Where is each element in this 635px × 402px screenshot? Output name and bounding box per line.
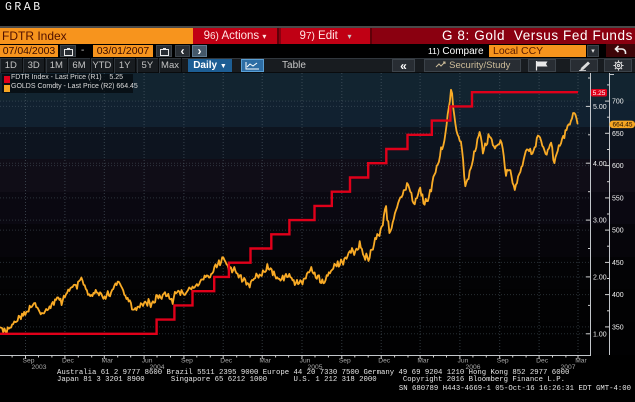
svg-text:650: 650 xyxy=(612,131,624,138)
svg-text:Sep: Sep xyxy=(339,358,351,365)
svg-text:2007: 2007 xyxy=(561,364,576,371)
svg-text:Jun: Jun xyxy=(458,358,469,365)
svg-text:450: 450 xyxy=(612,260,624,267)
svg-text:Dec: Dec xyxy=(378,358,391,365)
svg-text:Mar: Mar xyxy=(259,358,271,365)
svg-text:2.00: 2.00 xyxy=(593,274,607,281)
svg-text:Mar: Mar xyxy=(102,358,114,365)
svg-text:Dec: Dec xyxy=(536,358,549,365)
svg-text:Jun: Jun xyxy=(142,358,153,365)
svg-text:600: 600 xyxy=(612,163,624,170)
svg-text:3.00: 3.00 xyxy=(593,218,607,225)
svg-text:2005: 2005 xyxy=(308,364,323,371)
svg-text:Sep: Sep xyxy=(23,358,35,365)
svg-text:550: 550 xyxy=(612,195,624,202)
svg-text:350: 350 xyxy=(612,324,624,331)
svg-text:1.00: 1.00 xyxy=(593,331,607,338)
svg-text:2003: 2003 xyxy=(32,364,47,371)
svg-text:Jun: Jun xyxy=(300,358,311,365)
svg-text:Dec: Dec xyxy=(220,358,233,365)
svg-text:400: 400 xyxy=(612,292,624,299)
svg-text:Sep: Sep xyxy=(181,358,193,365)
svg-text:700: 700 xyxy=(612,99,624,106)
svg-text:4.00: 4.00 xyxy=(593,161,607,168)
svg-text:2006: 2006 xyxy=(466,364,481,371)
svg-text:Dec: Dec xyxy=(62,358,75,365)
svg-text:500: 500 xyxy=(612,228,624,235)
svg-text:Sep: Sep xyxy=(497,358,509,365)
svg-text:5.25: 5.25 xyxy=(593,90,606,97)
svg-text:Mar: Mar xyxy=(417,358,429,365)
svg-text:2004: 2004 xyxy=(150,364,165,371)
svg-text:5.00: 5.00 xyxy=(593,104,607,111)
svg-text:Mar: Mar xyxy=(575,358,587,365)
svg-text:664.45: 664.45 xyxy=(613,122,633,129)
